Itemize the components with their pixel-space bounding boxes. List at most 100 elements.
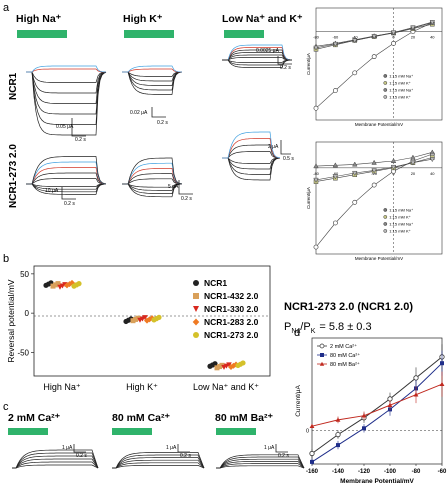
current-trace bbox=[222, 49, 293, 61]
rev-point bbox=[240, 360, 246, 366]
svg-text:0.2 s: 0.2 s bbox=[157, 120, 168, 126]
d-ylabel: Current/μA bbox=[295, 385, 302, 417]
rev-ytick-label: -50 bbox=[17, 348, 29, 357]
panel-letter-d: d bbox=[294, 327, 300, 339]
iv-xtick: -80 bbox=[313, 171, 320, 176]
rev-cat-high-na: High Na⁺ bbox=[43, 382, 81, 392]
current-trace bbox=[222, 157, 281, 164]
d-point bbox=[413, 375, 419, 381]
iv-point bbox=[313, 105, 319, 111]
current-trace bbox=[26, 71, 107, 83]
iv-ylabel: Current/μA bbox=[306, 187, 311, 209]
stim-bar-a3 bbox=[224, 30, 264, 38]
cond-ca80: 80 mM Ca²⁺ bbox=[112, 412, 171, 424]
current-trace bbox=[122, 71, 183, 82]
d-point bbox=[310, 459, 314, 464]
iv-legend-label: 1:15 mM K⁺ bbox=[389, 80, 410, 85]
iv-point bbox=[429, 157, 436, 163]
iv-point bbox=[390, 158, 397, 164]
stim-bar-c2 bbox=[112, 428, 152, 435]
svg-text:0.05 μA: 0.05 μA bbox=[56, 124, 74, 130]
iv-xtick: 20 bbox=[411, 35, 416, 40]
stim-bar-c3 bbox=[216, 428, 256, 435]
current-trace bbox=[26, 71, 107, 125]
iv-legend-marker bbox=[383, 88, 388, 92]
d-point bbox=[362, 426, 366, 431]
reversal-plot: 50 0 -50 Reversal potential/mV High Na⁺ Hi… bbox=[6, 265, 271, 392]
current-trace bbox=[122, 183, 183, 198]
rev-point bbox=[142, 315, 148, 321]
iv-legend-marker bbox=[383, 222, 388, 226]
current-trace bbox=[222, 52, 292, 61]
panel-letter-b: b bbox=[3, 253, 9, 265]
svg-text:1 μA: 1 μA bbox=[264, 445, 275, 451]
ca-trace bbox=[12, 458, 99, 469]
ca-trace bbox=[216, 454, 305, 469]
iv-xtick: -60 bbox=[332, 35, 339, 40]
current-trace bbox=[26, 71, 107, 94]
reversal-ylabel: Reversal potential/mV bbox=[6, 279, 16, 362]
rev-ytick-label: 0 bbox=[25, 309, 30, 318]
rev-legend-label: NCR1-273 2.0 bbox=[204, 330, 259, 340]
current-trace bbox=[122, 183, 183, 191]
scalebar-a3: 0.0025 μA 0.2 s bbox=[256, 48, 292, 71]
current-trace bbox=[122, 71, 183, 95]
iv-legend-marker bbox=[383, 81, 388, 85]
current-trace bbox=[122, 71, 183, 91]
cond-high-na: High Na⁺ bbox=[16, 13, 62, 25]
rev-legend-marker bbox=[192, 318, 200, 326]
iv-xtick: -80 bbox=[313, 35, 320, 40]
iv-point bbox=[391, 40, 396, 46]
current-trace bbox=[222, 157, 281, 181]
rev-legend-marker bbox=[193, 293, 199, 299]
rev-legend-label: NCR1 bbox=[204, 278, 227, 288]
d-xtick-label: -60 bbox=[438, 469, 447, 475]
current-trace bbox=[222, 151, 281, 159]
panel-letter-a: a bbox=[3, 2, 10, 14]
iv-legend-marker bbox=[383, 74, 388, 78]
d-point bbox=[439, 381, 445, 386]
current-trace bbox=[222, 157, 281, 175]
current-trace bbox=[26, 167, 107, 185]
svg-text:0.2 s: 0.2 s bbox=[280, 65, 291, 71]
d-series-line bbox=[311, 383, 443, 427]
svg-text:10 μA: 10 μA bbox=[45, 188, 59, 194]
current-trace bbox=[26, 183, 107, 190]
iv-legend-marker bbox=[383, 229, 388, 233]
scalebar-a6: 2 μA 0.5 s bbox=[268, 140, 294, 162]
ca-trace bbox=[12, 461, 99, 469]
svg-text:0.2 s: 0.2 s bbox=[278, 453, 289, 459]
d-xtick-label: -80 bbox=[412, 469, 421, 475]
current-trace bbox=[122, 183, 183, 188]
current-trace bbox=[222, 157, 281, 170]
iv-xtick: 40 bbox=[430, 35, 435, 40]
iv-legend-label: 1:15 mM Na⁺ bbox=[389, 73, 413, 78]
cond-low-na-k: Low Na⁺ and K⁺ bbox=[222, 13, 303, 25]
current-trace bbox=[26, 172, 107, 185]
d-ytick-label: 0 bbox=[306, 428, 309, 434]
ca-ba-iv-plot: -160 -140 -120 -100 -80 -60 Membrane Potential… bbox=[295, 337, 447, 485]
current-trace bbox=[122, 71, 183, 86]
scalebar-c1: 1 μA 0.2 s bbox=[62, 444, 87, 459]
iv-legend-label: 1:15 mM Na⁺ bbox=[389, 87, 413, 92]
svg-text:1 μA: 1 μA bbox=[62, 445, 73, 451]
row-label-ncr1: NCR1 bbox=[8, 72, 19, 100]
iv-legend-label: 1:15 mM K⁺ bbox=[389, 228, 410, 233]
ca-trace bbox=[12, 464, 99, 469]
rev-point bbox=[76, 281, 82, 287]
iv-legend-label: 1:15 mM Na⁺ bbox=[389, 221, 413, 226]
rev-point bbox=[55, 281, 61, 287]
svg-text:0.2 s: 0.2 s bbox=[64, 201, 75, 207]
iv-xtick: -40 bbox=[352, 35, 359, 40]
iv-xtick: 0 bbox=[392, 35, 395, 40]
iv-point bbox=[390, 164, 397, 170]
iv-point bbox=[371, 159, 377, 165]
iv-point bbox=[352, 161, 358, 167]
scalebar-a2: 0.02 μA 0.2 s bbox=[130, 107, 168, 126]
d-point bbox=[309, 423, 315, 428]
iv-xtick: -60 bbox=[332, 171, 339, 176]
d-xtick-label: -100 bbox=[384, 469, 397, 475]
rev-ytick-label: 50 bbox=[20, 270, 29, 279]
current-traces bbox=[26, 44, 293, 198]
